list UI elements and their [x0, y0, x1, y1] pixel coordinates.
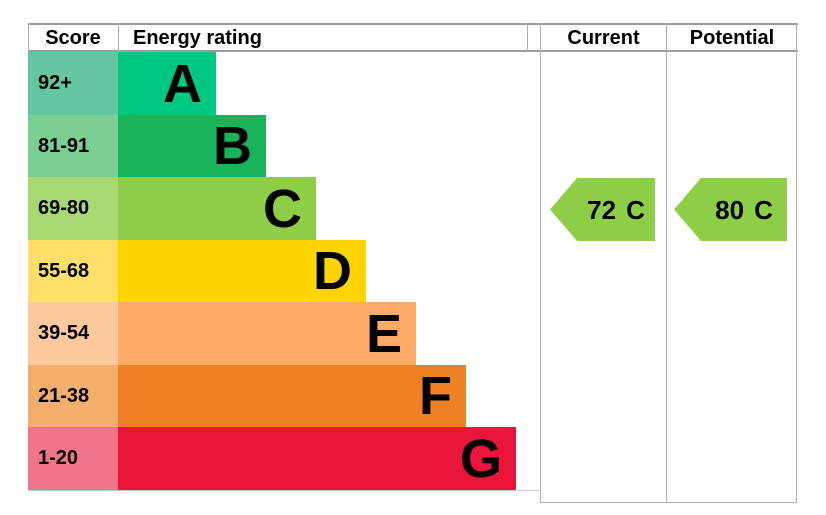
band-letter: F [419, 366, 452, 426]
score-range-label: 69-80 [38, 197, 90, 219]
band-bar: E [118, 302, 416, 365]
current-band-letter: C [626, 194, 645, 225]
score-range-label: 81-91 [38, 134, 90, 157]
band-row-a: 92+ A [28, 52, 216, 115]
left-pointing-arrow-icon [550, 178, 655, 241]
current-column-left-border [540, 23, 541, 503]
band-bar: F [118, 365, 466, 427]
potential-rating-label: 80 C [701, 178, 787, 241]
band-bar: C [118, 177, 316, 240]
header-underline [28, 50, 798, 52]
band-row-f: 21-38 F [28, 365, 466, 427]
band-bar: G [118, 427, 516, 490]
band-letter: G [459, 428, 502, 489]
table-top-border [28, 23, 798, 25]
left-pointing-arrow-icon [674, 178, 787, 241]
band-letter: A [163, 53, 202, 114]
energy-rating-right-divider [527, 23, 528, 52]
band-bar: A [118, 52, 216, 115]
score-range-label: 92+ [38, 72, 72, 94]
columns-bottom-border [540, 502, 797, 503]
score-column-divider [118, 23, 119, 52]
band-letter: E [365, 303, 402, 364]
header-left-border [28, 23, 29, 52]
band-letter: C [263, 178, 302, 239]
score-range-label: 21-38 [38, 384, 90, 407]
score-cell: 21-38 [28, 365, 118, 427]
energy-rating-column-header: Energy rating [133, 26, 262, 49]
potential-arrow: 80 C [674, 178, 787, 241]
score-cell: 92+ [28, 52, 118, 115]
band-row-b: 81-91 B [28, 115, 266, 177]
table-right-border [796, 23, 797, 503]
score-cell: 81-91 [28, 115, 118, 177]
band-letter: B [213, 116, 252, 176]
score-cell: 55-68 [28, 240, 118, 302]
band-row-d: 55-68 D [28, 240, 366, 302]
band-row-c: 69-80 C [28, 177, 316, 240]
current-arrow: 72 C [550, 178, 655, 241]
potential-column-header: Potential [689, 26, 775, 49]
band-bar: D [118, 240, 366, 302]
current-rating-label: 72 C [577, 178, 655, 241]
potential-score-value: 80 [715, 194, 745, 225]
potential-band-letter: C [754, 194, 773, 225]
band-row-g: 1-20 G [28, 427, 516, 490]
score-range-label: 55-68 [38, 259, 90, 282]
score-cell: 39-54 [28, 302, 118, 365]
band-bar: B [118, 115, 266, 177]
score-cell: 69-80 [28, 177, 118, 240]
current-column-header: Current [567, 26, 640, 49]
band-letter: D [313, 241, 352, 301]
score-cell: 1-20 [28, 427, 118, 490]
bands-bottom-border [28, 490, 541, 491]
score-range-label: 39-54 [38, 322, 90, 344]
score-column-header: Score [45, 26, 101, 49]
band-row-e: 39-54 E [28, 302, 416, 365]
current-score-value: 72 [587, 194, 617, 225]
score-range-label: 1-20 [38, 447, 79, 469]
current-potential-divider [666, 23, 667, 503]
